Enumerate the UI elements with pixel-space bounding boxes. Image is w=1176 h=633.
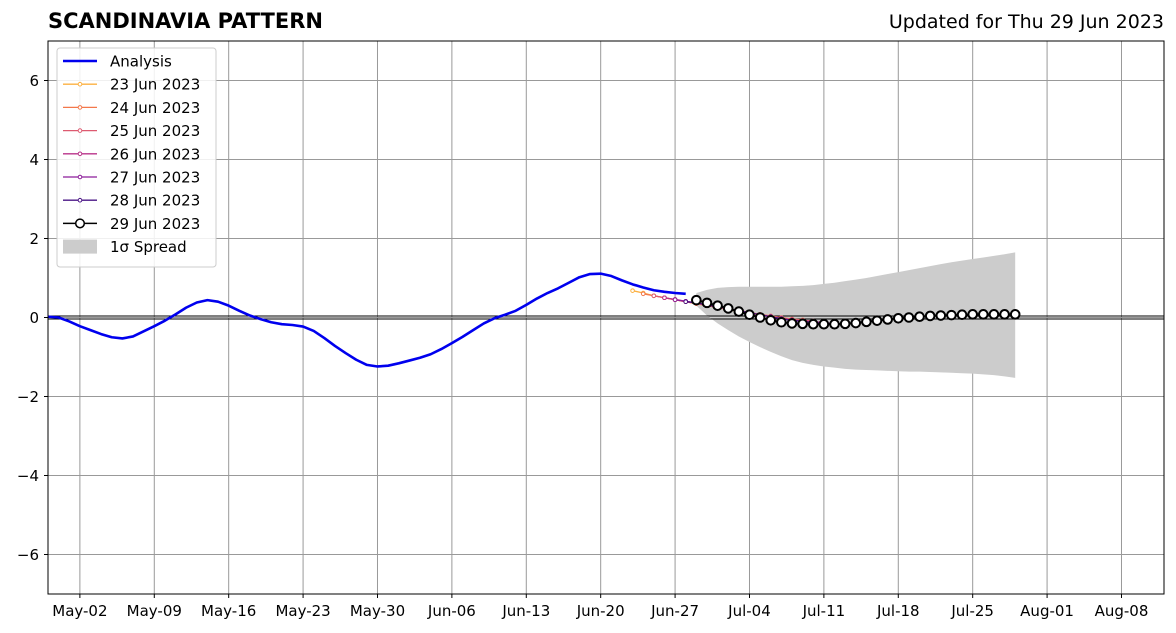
current-forecast-point xyxy=(1009,309,1021,320)
legend-label: 28 Jun 2023 xyxy=(110,192,200,210)
current-forecast-point xyxy=(701,297,713,309)
current-forecast-point xyxy=(956,309,968,321)
plot-area xyxy=(48,252,1164,378)
forecast-point xyxy=(662,295,667,301)
current-forecast-point xyxy=(712,300,723,311)
legend-marker xyxy=(77,151,83,157)
chart-title: SCANDINAVIA PATTERN xyxy=(48,9,323,33)
x-tick-label: May-16 xyxy=(201,602,256,620)
forecast-point xyxy=(651,293,657,299)
forecast-point xyxy=(672,297,678,303)
forecast-point xyxy=(683,299,689,305)
current-forecast-point xyxy=(935,310,947,321)
current-forecast-point xyxy=(861,316,872,328)
grid xyxy=(48,41,1164,594)
x-tick-label: Jul-11 xyxy=(802,602,846,620)
x-tick-label: Jun-27 xyxy=(650,602,699,620)
current-forecast-point xyxy=(839,318,851,330)
current-forecast-point xyxy=(765,314,777,326)
y-tick-label: −4 xyxy=(17,467,39,485)
y-tick-label: 0 xyxy=(29,309,39,327)
current-forecast-point xyxy=(850,317,862,329)
y-tick-label: 4 xyxy=(29,151,39,169)
y-tick-label: 6 xyxy=(29,72,39,90)
legend-label: 27 Jun 2023 xyxy=(110,169,200,187)
current-forecast-point xyxy=(967,309,978,320)
legend-label: 26 Jun 2023 xyxy=(110,145,200,163)
legend-marker xyxy=(63,239,97,254)
y-tick-label: −6 xyxy=(17,546,39,564)
x-tick-label: Jul-25 xyxy=(950,602,994,620)
current-forecast-point xyxy=(988,309,1000,320)
x-tick-label: May-30 xyxy=(350,602,405,620)
legend-marker xyxy=(77,105,83,110)
x-tick-label: May-09 xyxy=(127,602,182,620)
current-forecast-point xyxy=(722,303,734,314)
x-tick-label: Jun-20 xyxy=(576,602,625,620)
x-tick-label: Jul-04 xyxy=(727,602,771,620)
x-tick-label: Aug-08 xyxy=(1095,602,1149,620)
current-forecast-point xyxy=(744,309,755,321)
legend-label: 25 Jun 2023 xyxy=(110,122,200,140)
x-tick-label: Jun-06 xyxy=(427,602,476,620)
x-tick-label: May-02 xyxy=(52,602,107,620)
current-forecast-point xyxy=(786,318,798,329)
current-forecast-point xyxy=(999,309,1010,320)
current-forecast-point xyxy=(691,294,702,306)
current-forecast-point xyxy=(776,316,787,328)
current-forecast-point xyxy=(797,318,808,330)
current-forecast-point xyxy=(892,312,904,324)
current-forecast-point xyxy=(978,309,989,320)
legend-marker xyxy=(77,81,83,87)
legend-label: Analysis xyxy=(110,53,172,71)
updated-date: Updated for Thu 29 Jun 2023 xyxy=(888,11,1164,33)
legend-label: 29 Jun 2023 xyxy=(110,215,200,233)
current-forecast-point xyxy=(882,314,893,325)
spread-band xyxy=(696,252,1016,378)
current-forecast-point xyxy=(914,311,925,323)
legend-label: 24 Jun 2023 xyxy=(110,99,200,117)
legend-label: 23 Jun 2023 xyxy=(110,76,200,94)
legend-label: 1σ Spread xyxy=(110,238,187,256)
current-forecast-point xyxy=(924,310,936,322)
current-forecast-point xyxy=(829,318,840,330)
x-tick-label: Jul-18 xyxy=(876,602,920,620)
current-forecast-point xyxy=(871,315,883,326)
legend-marker xyxy=(77,174,83,180)
legend-marker xyxy=(77,197,83,203)
x-tick-label: Aug-01 xyxy=(1020,602,1074,620)
current-forecast-point xyxy=(733,306,745,317)
legend-marker xyxy=(77,128,83,133)
legend-box xyxy=(56,47,217,268)
y-tick-label: −2 xyxy=(17,388,39,406)
y-tick-label: 2 xyxy=(29,230,39,248)
legend-marker xyxy=(74,218,86,229)
current-forecast-point xyxy=(903,312,915,323)
x-tick-label: May-23 xyxy=(275,602,330,620)
current-forecast-point xyxy=(754,312,766,323)
legend: Analysis 23 Jun 2023 24 Jun 2023 25 Jun 202… xyxy=(56,47,217,268)
axes: −6 −4 −2 0 2 4 6 May-02 May-09 May-16 May-23 May-30… xyxy=(17,40,1165,620)
analysis-line xyxy=(48,272,686,368)
forecast-line xyxy=(685,301,846,325)
forecast-point xyxy=(630,288,635,293)
current-forecast-point xyxy=(946,309,957,321)
x-tick-label: Jun-13 xyxy=(501,602,550,620)
current-forecast-point xyxy=(807,318,819,330)
forecast-point xyxy=(640,291,646,297)
current-forecast-point xyxy=(818,318,830,330)
